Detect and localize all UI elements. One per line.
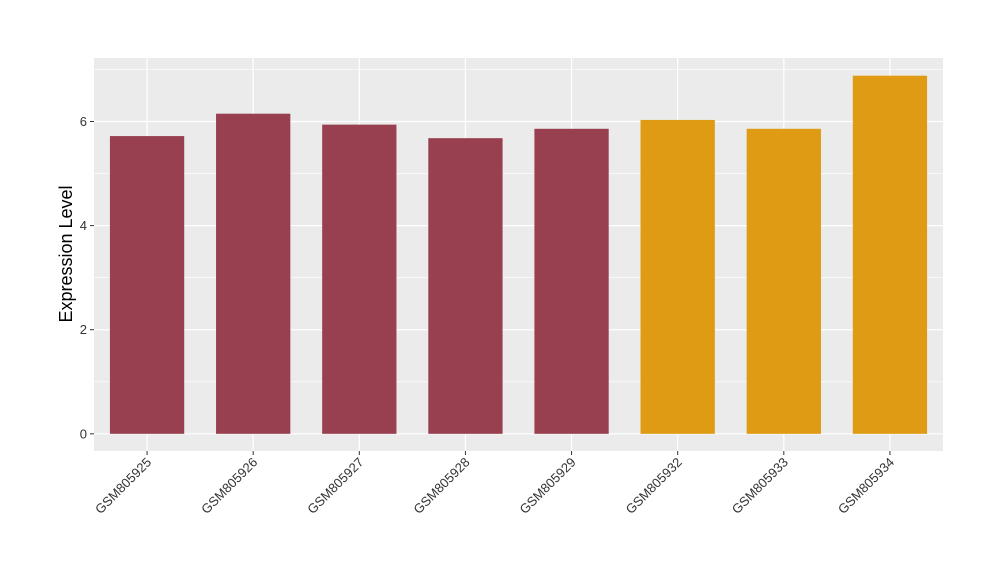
bar-GSM805929 (534, 128, 609, 434)
x-tick-label: GSM805925 (92, 455, 154, 517)
bar-GSM805932 (640, 119, 715, 434)
bar-GSM805933 (746, 128, 821, 434)
y-tick-label: 2 (80, 322, 87, 337)
bar-GSM805926 (216, 113, 291, 434)
y-tick-label: 4 (80, 218, 87, 233)
x-axis: GSM805925 GSM805926 GSM805927 GSM805928 GSM8… (92, 451, 897, 517)
y-axis: 0 2 4 6 (80, 114, 94, 441)
x-tick-label: GSM805934 (835, 455, 897, 517)
x-tick-label: GSM805929 (516, 455, 578, 517)
bar-GSM805934 (852, 75, 928, 434)
x-tick-label: GSM805928 (410, 455, 472, 517)
y-axis-label: Expression Level (56, 185, 76, 322)
x-tick-label: GSM805926 (198, 455, 260, 517)
bar-GSM805927 (322, 124, 397, 434)
bar-GSM805928 (428, 138, 503, 434)
x-tick-label: GSM805932 (623, 455, 685, 517)
x-tick-label: GSM805933 (729, 455, 791, 517)
y-tick-label: 6 (80, 114, 87, 129)
bars (109, 75, 928, 434)
x-tick-label: GSM805927 (304, 455, 366, 517)
bar-GSM805925 (109, 136, 185, 434)
y-tick-label: 0 (80, 426, 87, 441)
